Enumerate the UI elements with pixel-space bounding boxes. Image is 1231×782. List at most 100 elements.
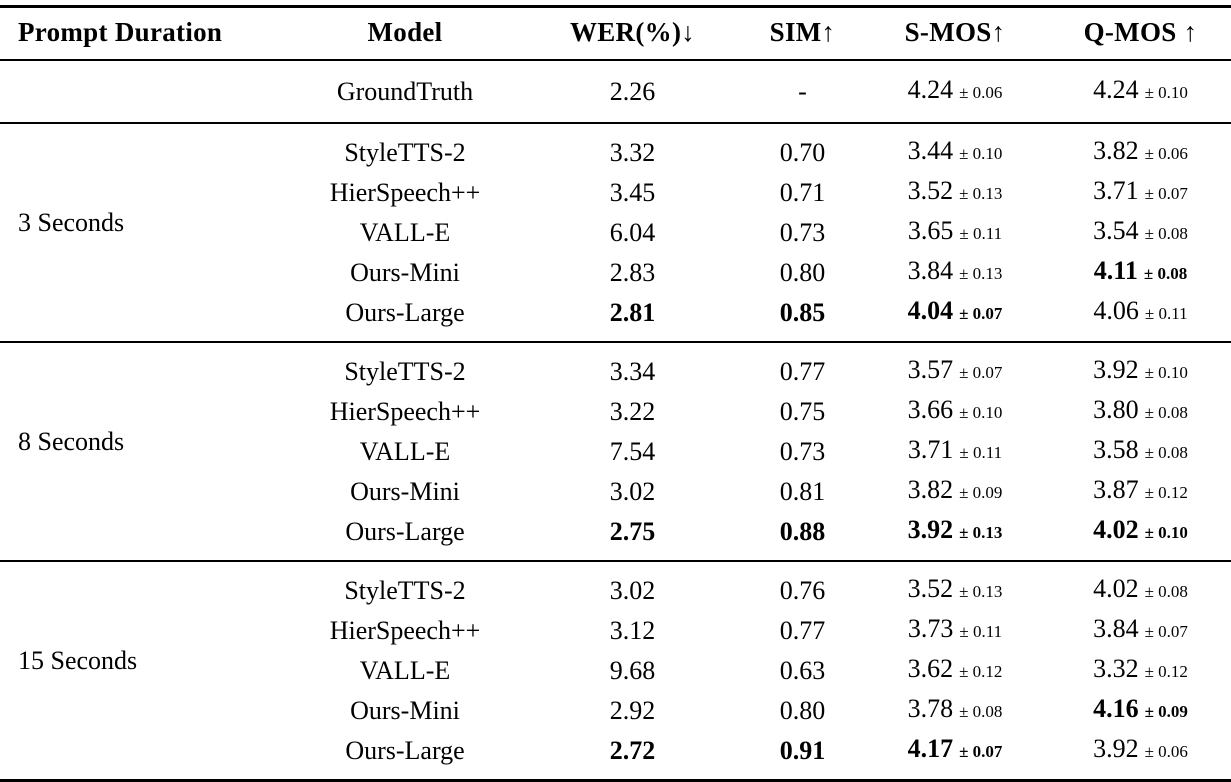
wer-cell: 6.04 [520,212,745,252]
sim-value: 0.85 [779,297,826,327]
model-name-cell: VALL-E [359,436,451,466]
qmos-stddev: ± 0.08 [1144,582,1188,601]
wer-cell: 3.12 [520,610,745,650]
smos-value: 4.17 [907,734,954,763]
qmos-value: 3.87 [1093,475,1139,504]
model-name-cell: StyleTTS-2 [290,341,520,391]
column-header-duration: Prompt Duration [0,6,290,61]
wer-value: 2.75 [609,516,656,546]
smos-value: 3.52 [907,176,954,205]
qmos-cell: 3.71 ± 0.07 [1050,172,1231,212]
qmos-stddev: ± 0.09 [1144,702,1188,721]
wer-cell: 2.72 [520,730,745,781]
model-name-cell: Ours-Mini [350,695,460,725]
header-row: Prompt Duration Model WER(%)↓ SIM↑ S-MOS↑ Q-M… [0,6,1231,61]
model-name-cell: Ours-Mini [350,476,460,506]
model-name-cell: HierSpeech++ [329,396,481,426]
wer-value: 2.92 [609,695,656,725]
qmos-value: 4.11 [1093,256,1138,285]
smos-cell: 3.66 ± 0.10 [860,391,1050,431]
smos-stddev: ± 0.13 [959,184,1003,203]
sim-value: 0.75 [779,396,826,426]
smos-cell: 3.52 ± 0.13 [860,172,1050,212]
qmos-stddev: ± 0.12 [1144,483,1188,502]
qmos-stddev: ± 0.07 [1144,184,1188,203]
qmos-stddev: ± 0.08 [1144,224,1188,243]
wer-value: 3.32 [609,137,656,167]
smos-cell: 4.17 ± 0.07 [860,730,1050,781]
sim-cell: 0.70 [745,122,860,172]
wer-value: 6.04 [609,217,656,247]
table-row: Ours-Mini 2.92 0.80 3.78 ± 0.08 4.16 ± 0.09 [0,690,1231,730]
column-header-smos: S-MOS↑ [860,6,1050,61]
sim-cell: 0.71 [745,172,860,212]
wer-cell: 3.32 [520,122,745,172]
qmos-value: 3.54 [1093,216,1139,245]
sim-cell: 0.81 [745,471,860,511]
prompt-duration-cell: 3 Seconds [0,122,290,342]
smos-cell: 3.52 ± 0.13 [860,560,1050,610]
qmos-value: 3.84 [1093,614,1139,643]
table-row: 3 Seconds StyleTTS-2 3.32 0.70 3.44 ± 0.10 3.8… [0,122,1231,342]
sim-value: 0.77 [779,356,826,386]
table-row: 8 Seconds StyleTTS-2 3.34 0.77 3.57 ± 0.07 3.9… [0,341,1231,561]
qmos-cell: 3.87 ± 0.12 [1050,471,1231,511]
table-row: HierSpeech++ 3.45 0.71 3.52 ± 0.13 3.71 ± 0.07 [0,172,1231,212]
table-row: Ours-Mini 2.83 0.80 3.84 ± 0.13 4.11 ± 0.08 [0,252,1231,292]
sim-value: 0.76 [779,575,826,605]
sim-cell: 0.73 [745,212,860,252]
wer-value: 3.45 [609,177,656,207]
qmos-value: 4.16 [1093,694,1139,723]
wer-value: 3.34 [609,356,656,386]
smos-value: 3.73 [907,614,954,643]
qmos-cell: 4.24 ± 0.10 [1050,60,1231,123]
sim-value: 0.81 [779,476,826,506]
wer-value: 3.02 [609,575,656,605]
sim-value: 0.80 [779,257,826,287]
prompt-duration-cell: 8 Seconds [0,341,290,561]
qmos-stddev: ± 0.10 [1144,83,1188,102]
smos-cell: 3.62 ± 0.12 [860,650,1050,690]
qmos-value: 4.02 [1093,515,1139,544]
qmos-value: 4.02 [1093,574,1139,603]
qmos-stddev: ± 0.08 [1144,443,1188,462]
sim-value: 0.77 [779,615,826,645]
wer-value: 3.02 [609,476,656,506]
qmos-cell: 3.80 ± 0.08 [1050,391,1231,431]
smos-cell: 3.73 ± 0.11 [860,610,1050,650]
table-row: VALL-E 9.68 0.63 3.62 ± 0.12 3.32 ± 0.12 [0,650,1231,690]
smos-value: 3.65 [907,216,954,245]
column-header-model: Model [290,6,520,61]
qmos-value: 4.06 [1093,296,1139,325]
table-header: Prompt Duration Model WER(%)↓ SIM↑ S-MOS↑ Q-M… [0,6,1231,61]
sim-cell: 0.88 [745,511,860,561]
smos-cell: 4.04 ± 0.07 [860,292,1050,342]
model-name-cell: HierSpeech++ [329,177,481,207]
smos-stddev: ± 0.06 [959,83,1003,102]
model-name-cell: StyleTTS-2 [290,560,520,610]
smos-cell: 3.71 ± 0.11 [860,431,1050,471]
model-name-cell: VALL-E [359,655,451,685]
smos-cell: 3.78 ± 0.08 [860,690,1050,730]
qmos-stddev: ± 0.10 [1144,523,1188,542]
table-row: VALL-E 7.54 0.73 3.71 ± 0.11 3.58 ± 0.08 [0,431,1231,471]
wer-value: 3.22 [609,396,656,426]
smos-value: 3.84 [907,256,954,285]
wer-cell: 2.26 [520,60,745,123]
table-row: Ours-Large 2.81 0.85 4.04 ± 0.07 4.06 ± 0.11 [0,292,1231,342]
column-header-qmos: Q-MOS ↑ [1050,6,1231,61]
qmos-value: 3.32 [1093,654,1139,683]
sim-cell: 0.75 [745,391,860,431]
wer-value: 7.54 [609,436,656,466]
smos-stddev: ± 0.07 [959,363,1003,382]
smos-value: 3.44 [907,136,954,165]
wer-value: 9.68 [609,655,656,685]
table-row: 15 Seconds StyleTTS-2 3.02 0.76 3.52 ± 0.13 4.… [0,560,1231,781]
model-name-cell: Ours-Large [345,516,465,546]
smos-stddev: ± 0.07 [959,742,1003,761]
wer-cell: 2.81 [520,292,745,342]
wer-value: 2.83 [609,257,656,287]
table-row: HierSpeech++ 3.22 0.75 3.66 ± 0.10 3.80 ± 0.08 [0,391,1231,431]
wer-cell: 3.22 [520,391,745,431]
smos-cell: 3.82 ± 0.09 [860,471,1050,511]
